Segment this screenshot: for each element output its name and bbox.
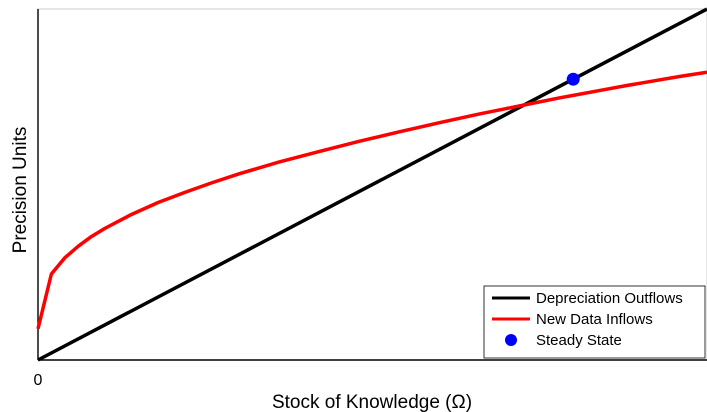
legend: Depreciation Outflows New Data Inflows S… — [483, 285, 706, 359]
series-layer — [36, 7, 707, 362]
legend-marker-steady-state — [505, 334, 517, 346]
x-axis-label: Stock of Knowledge (Ω) — [272, 392, 472, 412]
series-line-new-data-inflows — [36, 70, 707, 330]
series-line-depreciation-outflows — [37, 7, 707, 362]
legend-label-steady-state: Steady State — [536, 332, 622, 349]
x-tick-label: 0 — [34, 372, 43, 389]
legend-label-new-data-inflows: New Data Inflows — [536, 311, 653, 328]
legend-label-depreciation-outflows: Depreciation Outflows — [536, 290, 683, 307]
y-axis-label: Precision Units — [10, 127, 31, 254]
x-tick-labels: 0 — [34, 372, 43, 389]
point-steady-state — [566, 72, 580, 86]
